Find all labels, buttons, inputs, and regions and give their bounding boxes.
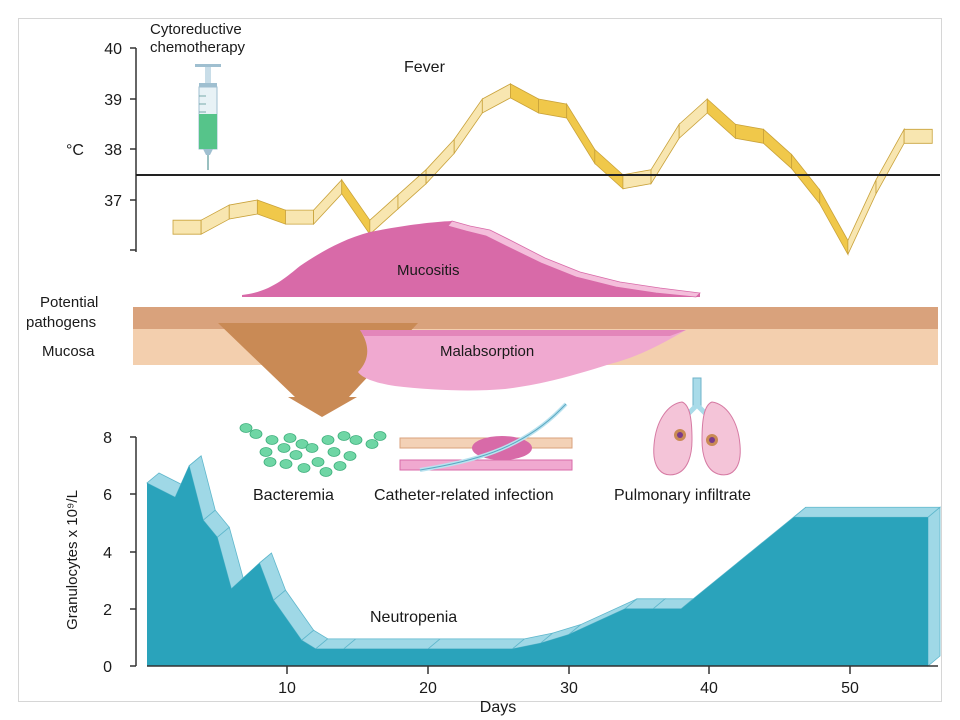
temp-tick-39: 39 bbox=[104, 92, 122, 109]
neutropenia-area bbox=[146, 455, 942, 667]
bacterium bbox=[283, 433, 297, 443]
bacterium bbox=[319, 467, 333, 477]
fever-segment bbox=[481, 83, 511, 114]
neutropenia-top-face bbox=[342, 638, 442, 650]
temperature-axis: 40 39 38 37 °C bbox=[66, 41, 137, 252]
fever-segment bbox=[566, 102, 596, 165]
bacterium bbox=[239, 423, 253, 433]
gran-axis-label: Granulocytes x 10⁹/L bbox=[64, 490, 81, 630]
bacterium bbox=[327, 447, 341, 457]
fever-segment bbox=[763, 128, 793, 170]
gran-tick-6: 6 bbox=[103, 487, 112, 504]
fever-segment bbox=[313, 178, 343, 226]
fever-segment bbox=[847, 179, 877, 255]
gran-tick-4: 4 bbox=[103, 545, 112, 562]
fever-segment bbox=[425, 138, 455, 185]
pathogens-label-line2: pathogens bbox=[26, 314, 96, 331]
bacterium bbox=[305, 443, 319, 453]
day-tick-20: 20 bbox=[419, 680, 437, 697]
fever-segment bbox=[735, 123, 764, 144]
bacterium bbox=[265, 435, 279, 445]
fever-segment bbox=[678, 98, 708, 140]
bacterium bbox=[311, 457, 325, 467]
temp-unit-label: °C bbox=[66, 142, 84, 159]
temp-tick-40: 40 bbox=[104, 41, 122, 58]
bacterium bbox=[365, 439, 379, 449]
gran-tick-8: 8 bbox=[103, 430, 112, 447]
chemo-label-line1: Cytoreductive bbox=[150, 21, 242, 38]
granulocyte-axis: 8 6 4 2 0 Granulocytes x 10⁹/L bbox=[64, 430, 137, 676]
day-tick-30: 30 bbox=[560, 680, 578, 697]
bacterium bbox=[249, 429, 263, 439]
pathogens-label-line1: Potential bbox=[40, 294, 98, 311]
bacterium bbox=[277, 443, 291, 453]
bacterium bbox=[289, 450, 303, 460]
fever-label: Fever bbox=[404, 59, 446, 76]
neutropenia-top-face bbox=[427, 638, 526, 650]
fever-curve bbox=[172, 83, 933, 256]
day-tick-50: 50 bbox=[841, 680, 859, 697]
lungs-icon bbox=[653, 377, 741, 476]
fever-segment bbox=[622, 169, 652, 190]
fever-segment bbox=[706, 98, 736, 140]
day-tick-10: 10 bbox=[278, 680, 296, 697]
fever-segment bbox=[256, 199, 286, 225]
fever-segment bbox=[819, 188, 849, 256]
days-axis: 10 20 30 40 50 Days bbox=[147, 665, 938, 716]
bacteremia-label: Bacteremia bbox=[253, 487, 334, 504]
catheter-icon bbox=[399, 402, 573, 472]
fever-segment bbox=[875, 127, 905, 196]
neutropenia-top-face bbox=[792, 506, 942, 518]
bacterium bbox=[295, 439, 309, 449]
bacterium bbox=[337, 431, 351, 441]
day-tick-40: 40 bbox=[700, 680, 718, 697]
fever-segment bbox=[510, 83, 539, 114]
mucosa-label: Mucosa bbox=[42, 343, 95, 360]
fever-segment bbox=[903, 128, 933, 144]
bacteria-icon bbox=[239, 423, 387, 477]
fever-segment bbox=[453, 97, 483, 155]
syringe-icon bbox=[195, 64, 221, 170]
bacterium bbox=[349, 435, 363, 445]
malabsorption-top bbox=[360, 330, 686, 336]
fever-segment bbox=[341, 178, 371, 236]
fever-segment bbox=[285, 209, 315, 225]
fever-segment bbox=[538, 98, 568, 119]
chemo-label-line2: chemotherapy bbox=[150, 39, 246, 56]
temp-tick-38: 38 bbox=[104, 142, 122, 159]
neutropenia-label: Neutropenia bbox=[370, 609, 457, 626]
bacterium bbox=[343, 451, 357, 461]
bacterium bbox=[259, 447, 273, 457]
malabsorption-label: Malabsorption bbox=[440, 343, 534, 360]
fever-segment bbox=[594, 148, 624, 190]
neutropenia-side-face bbox=[927, 506, 941, 667]
fever-segment bbox=[172, 219, 202, 235]
catheter-label: Catheter-related infection bbox=[374, 487, 554, 504]
bacterium bbox=[333, 461, 347, 471]
malabsorption-shape bbox=[358, 330, 686, 391]
bacterium bbox=[321, 435, 335, 445]
bacterium bbox=[263, 457, 277, 467]
temp-tick-37: 37 bbox=[104, 193, 122, 210]
neutropenia-front-face bbox=[147, 465, 928, 666]
bacterium bbox=[279, 459, 293, 469]
fever-segment bbox=[791, 153, 821, 206]
fever-segment bbox=[228, 199, 258, 220]
gran-tick-2: 2 bbox=[103, 602, 112, 619]
bacterium bbox=[297, 463, 311, 473]
fever-segment bbox=[200, 204, 230, 235]
pulmonary-label: Pulmonary infiltrate bbox=[614, 487, 751, 504]
mucositis-mound bbox=[242, 220, 701, 298]
mucositis-label: Mucositis bbox=[397, 262, 460, 279]
days-axis-label: Days bbox=[480, 699, 516, 716]
bacterium bbox=[373, 431, 387, 441]
gran-tick-0: 0 bbox=[103, 659, 112, 676]
